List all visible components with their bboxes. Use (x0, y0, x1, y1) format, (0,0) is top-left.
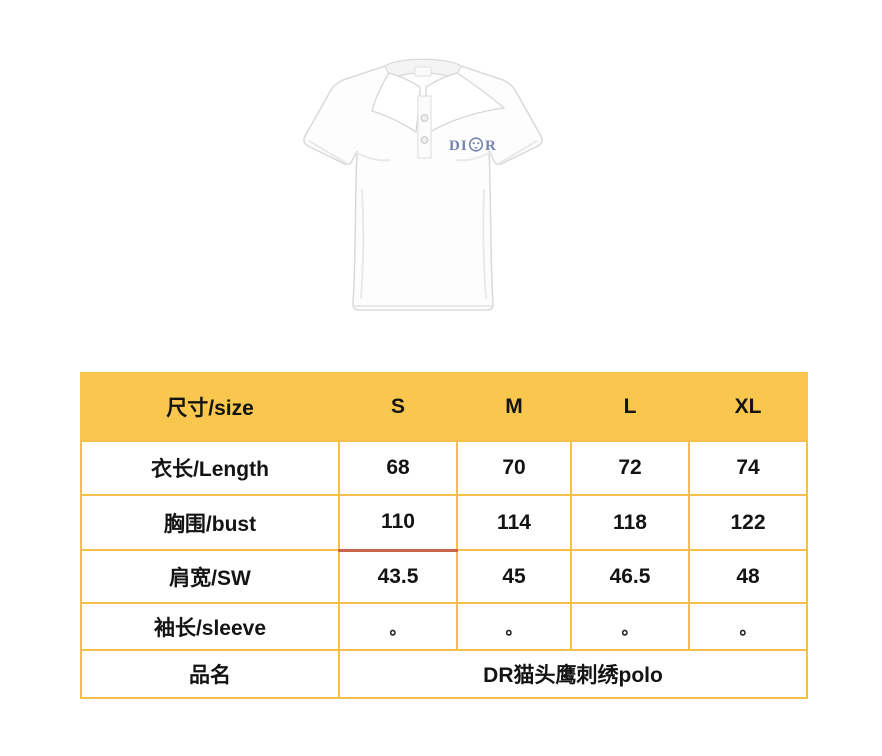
sw-value-xl: 48 (688, 549, 808, 604)
header-cell-size-m: M (456, 372, 572, 442)
polo-collar (371, 58, 506, 134)
product-photo: DI R (285, 40, 557, 330)
sw-value-l: 46.5 (570, 549, 690, 604)
header-cell-size-l: L (570, 372, 690, 442)
bust-value-xl: 122 (688, 494, 808, 551)
table-row-bust: 胸围/bust 110 114 118 122 (80, 494, 808, 552)
product-name-value: DR猫头鹰刺绣polo (338, 649, 808, 699)
row-label-shoulder-width: 肩宽/SW (80, 549, 340, 604)
sleeve-value-m: 。 (456, 602, 572, 651)
length-value-m: 70 (456, 440, 572, 496)
body-crease-right (482, 189, 487, 299)
row-label-length: 衣长/Length (80, 440, 340, 496)
placket-button-icon (420, 114, 429, 122)
header-cell-size-xl: XL (688, 372, 808, 442)
bust-value-l: 118 (570, 494, 690, 551)
underarm-shading-right (456, 152, 490, 162)
cuff-seam-right (497, 140, 538, 165)
header-cell-size-label: 尺寸/size (80, 372, 340, 442)
bust-value-m: 114 (456, 494, 572, 551)
row-label-bust: 胸围/bust (80, 494, 340, 551)
table-row-length: 衣长/Length 68 70 72 74 (80, 440, 808, 496)
row-label-product-name: 品名 (80, 649, 340, 699)
size-chart-table: 尺寸/size S M L XL 衣长/Length 68 70 72 74 胸… (80, 372, 808, 699)
collar-brand-tab (414, 66, 432, 77)
row-label-sleeve: 袖长/sleeve (80, 602, 340, 651)
length-value-s: 68 (338, 440, 458, 496)
table-row-sleeve: 袖长/sleeve 。 。 。 。 (80, 602, 808, 651)
logo-text-right: R (485, 138, 496, 154)
polo-placket (417, 95, 432, 159)
owl-emblem-icon (468, 137, 484, 152)
bust-value-s: 110 (338, 494, 458, 552)
size-chart-header: 尺寸/size S M L XL (80, 372, 808, 442)
header-cell-size-s: S (338, 372, 458, 442)
sw-value-s: 43.5 (338, 549, 458, 604)
body-crease-left (360, 189, 365, 299)
length-value-xl: 74 (688, 440, 808, 496)
sleeve-value-l: 。 (570, 602, 690, 651)
table-row-shoulder-width: 肩宽/SW 43.5 45 46.5 48 (80, 549, 808, 604)
length-value-l: 72 (570, 440, 690, 496)
placket-button-icon (420, 136, 429, 144)
polo-shirt-graphic: DI R (303, 58, 543, 311)
cuff-seam-left (308, 140, 349, 165)
dior-logo: DI R (449, 137, 496, 154)
underarm-shading-left (356, 152, 390, 162)
polo-shirt-body (303, 60, 543, 311)
logo-text-left: DI (449, 138, 468, 154)
sleeve-value-xl: 。 (688, 602, 808, 651)
sw-value-m: 45 (456, 549, 572, 604)
table-row-product-name: 品名 DR猫头鹰刺绣polo (80, 649, 808, 699)
sleeve-value-s: 。 (338, 602, 458, 651)
